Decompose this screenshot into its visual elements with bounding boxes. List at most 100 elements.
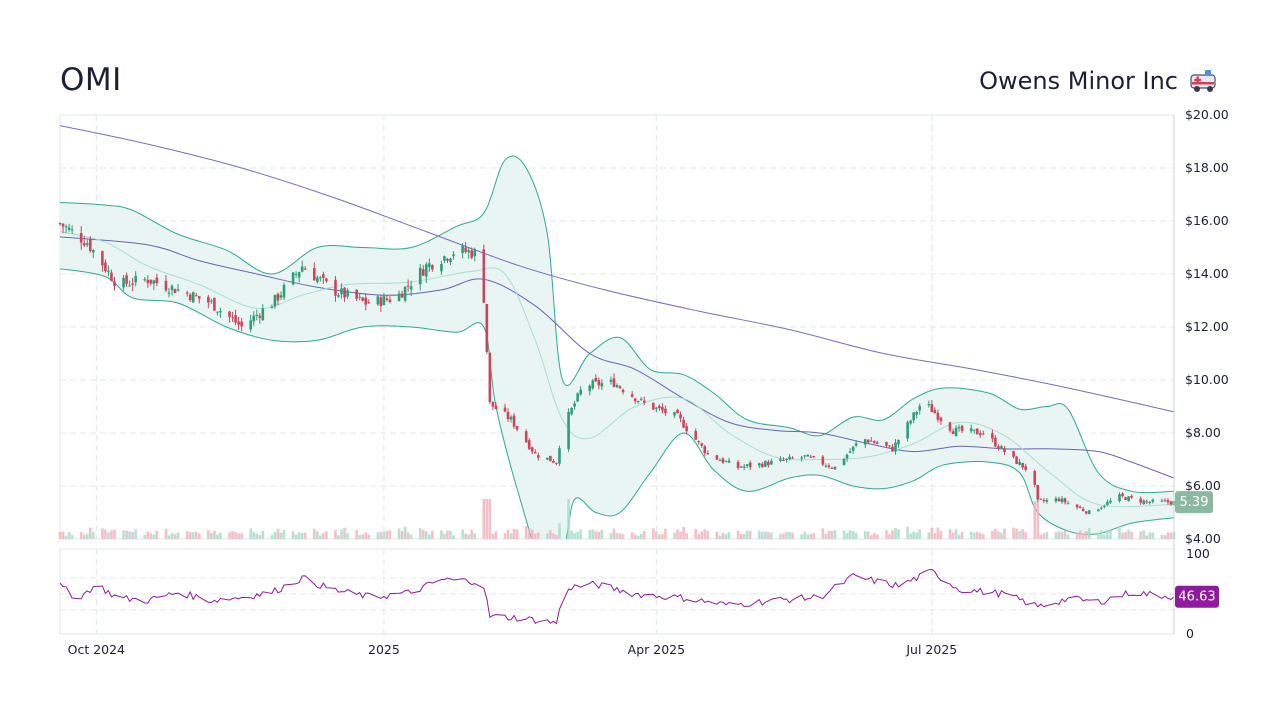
candle-body bbox=[512, 415, 516, 427]
volume-bar bbox=[291, 531, 295, 539]
volume-bar bbox=[652, 528, 655, 539]
volume-bar bbox=[869, 535, 873, 539]
candle-body bbox=[615, 385, 619, 388]
volume-bar bbox=[1100, 530, 1103, 539]
volume-bar bbox=[494, 531, 498, 539]
candle-body bbox=[706, 453, 710, 455]
candle-body bbox=[128, 285, 131, 287]
volume-bar bbox=[361, 534, 365, 539]
candle-body bbox=[536, 455, 540, 458]
volume-bar bbox=[736, 530, 740, 539]
price-tick-label: $16.00 bbox=[1185, 213, 1229, 228]
candle-body bbox=[1036, 484, 1040, 500]
rsi-line bbox=[59, 568, 1175, 625]
candle-body bbox=[806, 454, 810, 457]
volume-bar bbox=[355, 530, 358, 539]
candle-body bbox=[185, 292, 189, 294]
candle-body bbox=[715, 455, 719, 460]
candle-body bbox=[358, 296, 361, 298]
candle-body bbox=[791, 457, 794, 459]
candle-body bbox=[319, 277, 322, 279]
date-tick-label: Apr 2025 bbox=[628, 642, 685, 657]
date-tick-label: Oct 2024 bbox=[68, 642, 125, 657]
volume-bar bbox=[273, 531, 277, 539]
candle-body bbox=[343, 287, 346, 298]
volume-bar bbox=[576, 532, 579, 539]
volume-bar bbox=[1063, 530, 1067, 539]
volume-bar bbox=[191, 532, 195, 539]
candle-body bbox=[876, 442, 879, 444]
candle-body bbox=[570, 407, 573, 415]
candle-body bbox=[1163, 500, 1167, 502]
volume-bar bbox=[700, 531, 704, 539]
candle-body bbox=[364, 297, 368, 305]
volume-bar bbox=[1163, 535, 1167, 539]
candle-body bbox=[957, 427, 961, 429]
volume-bar bbox=[906, 526, 909, 539]
volume-bar bbox=[1097, 532, 1100, 539]
candle-body bbox=[573, 403, 576, 407]
volume-bar bbox=[446, 530, 449, 539]
volume-bar bbox=[630, 532, 634, 539]
candle-body bbox=[824, 465, 828, 467]
volume-bar bbox=[939, 530, 943, 539]
price-tick-label: $4.00 bbox=[1185, 531, 1221, 546]
candle-body bbox=[470, 250, 473, 258]
candle-body bbox=[485, 303, 489, 352]
volume-bar bbox=[176, 532, 180, 539]
volume-bar bbox=[67, 532, 71, 539]
volume-bar bbox=[918, 529, 922, 539]
candle-body bbox=[1060, 498, 1064, 502]
volume-bar bbox=[997, 531, 1000, 539]
volume-bar bbox=[1042, 533, 1046, 539]
volume-bar bbox=[146, 531, 150, 539]
candle-body bbox=[210, 300, 213, 302]
candle-body bbox=[812, 456, 816, 458]
candle-body bbox=[167, 292, 171, 294]
volume-bar bbox=[915, 532, 918, 539]
volume-bar bbox=[1151, 532, 1155, 539]
volume-bar bbox=[546, 533, 549, 539]
candle-body bbox=[509, 416, 513, 420]
volume-bar bbox=[279, 532, 283, 539]
candle-body bbox=[188, 294, 192, 301]
volume-bar bbox=[294, 534, 298, 539]
volume-bar bbox=[312, 528, 316, 539]
volume-bar bbox=[270, 535, 274, 539]
volume-bar bbox=[912, 531, 915, 539]
candle-body bbox=[282, 284, 286, 298]
candle-body bbox=[742, 466, 746, 468]
volume-bar bbox=[588, 530, 592, 539]
volume-bar bbox=[715, 531, 719, 539]
volume-bar bbox=[358, 534, 361, 539]
volume-bar bbox=[555, 535, 558, 539]
volume-bar bbox=[806, 534, 810, 539]
volume-bar bbox=[1066, 534, 1070, 539]
candle-body bbox=[845, 454, 849, 459]
candle-body bbox=[588, 385, 592, 392]
candle-body bbox=[1166, 500, 1170, 503]
volume-bar bbox=[664, 528, 667, 539]
candle-body bbox=[491, 401, 495, 407]
volume-bar bbox=[322, 533, 325, 539]
volume-bar bbox=[530, 529, 534, 539]
candle-body bbox=[1127, 496, 1130, 502]
candle-body bbox=[173, 289, 177, 293]
candle-body bbox=[697, 440, 701, 442]
candle-body bbox=[567, 411, 570, 450]
candle-body bbox=[767, 461, 770, 466]
volume-bar bbox=[809, 533, 813, 539]
volume-bar bbox=[1003, 528, 1006, 539]
volume-bar bbox=[300, 532, 304, 539]
candle-body bbox=[1118, 494, 1121, 502]
volume-bar bbox=[418, 528, 422, 539]
candle-body bbox=[191, 292, 195, 303]
candle-body bbox=[633, 398, 637, 402]
volume-bar bbox=[424, 531, 428, 539]
candle-body bbox=[1103, 506, 1106, 508]
volume-bar bbox=[509, 533, 513, 539]
volume-bar bbox=[385, 530, 389, 539]
volume-bar bbox=[927, 532, 931, 539]
volume-bar bbox=[346, 533, 349, 539]
volume-bar bbox=[452, 535, 455, 539]
